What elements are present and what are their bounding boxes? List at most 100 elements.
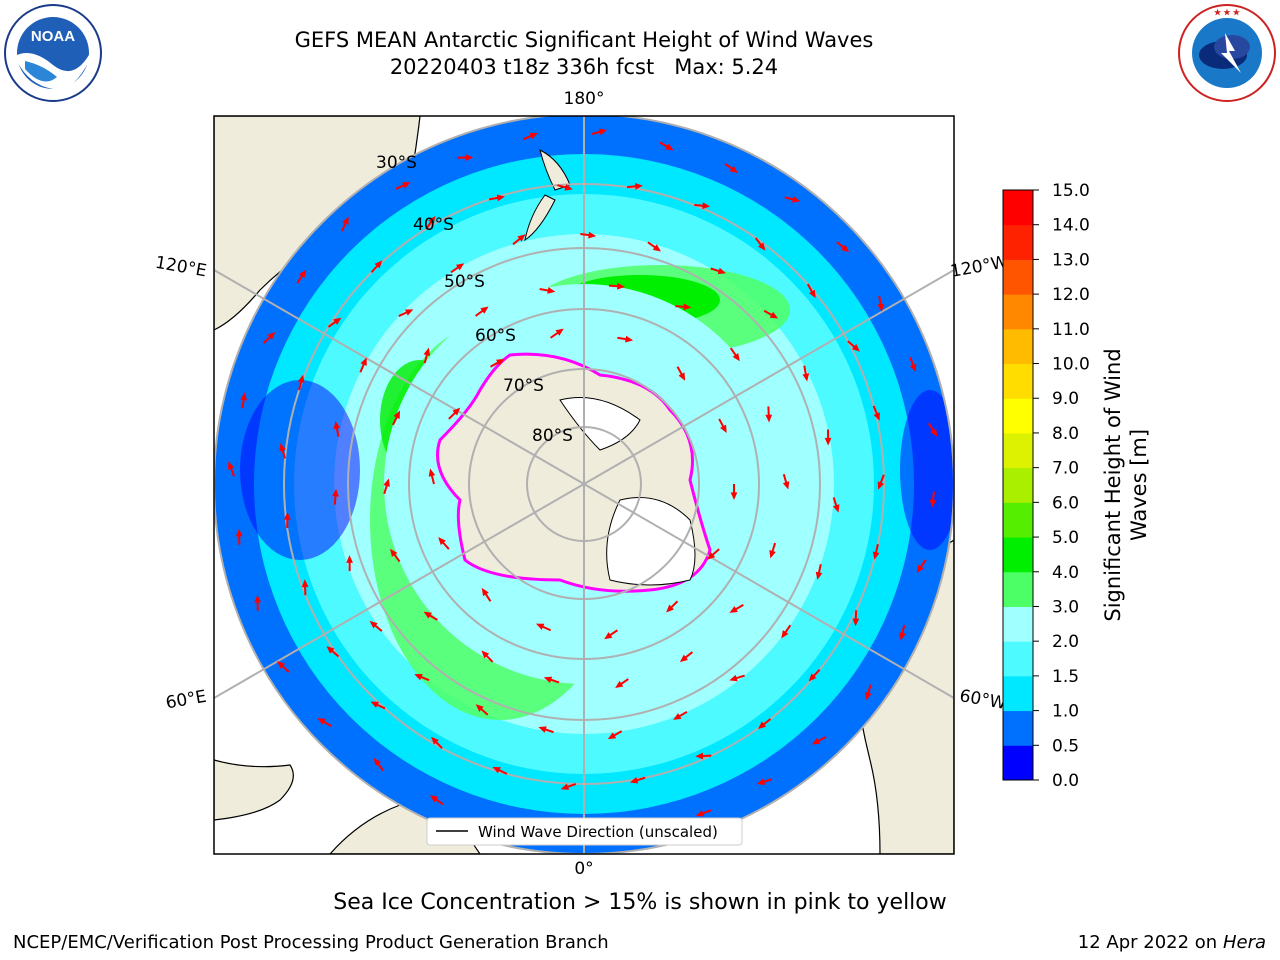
colorbar-swatch [1003, 190, 1033, 226]
wave-direction-arrowhead [729, 165, 738, 174]
colorbar-tick-label: 1.0 [1052, 702, 1079, 722]
wave-direction-arrowhead [732, 353, 740, 362]
wave-direction-arrowhead [279, 443, 286, 452]
wave-direction-arrowhead [332, 488, 339, 497]
colorbar-swatch [1003, 432, 1033, 469]
wave-direction-arrowhead [832, 504, 840, 513]
lon-label-60w: 60°W [958, 686, 1008, 714]
wave-direction-arrowhead [414, 673, 423, 681]
wave-direction-arrowhead [707, 552, 716, 560]
wave-direction-arrowhead [782, 481, 790, 490]
graticule [214, 116, 954, 854]
wave-direction-arrowhead [929, 499, 937, 508]
chart-title-line1: GEFS MEAN Antarctic Significant Height o… [294, 28, 874, 52]
wave-direction-arrowhead [683, 303, 692, 311]
colorbar-label: Significant Height of Wind Waves [m] [1101, 348, 1151, 621]
wave-direction-arrowhead [625, 335, 634, 343]
colorbar-swatch [1003, 259, 1033, 295]
map-legend: Wind Wave Direction (unscaled) [426, 817, 743, 846]
lon-label-120e: 120°E [154, 253, 208, 282]
wave-direction-arrowhead [543, 676, 553, 683]
wave-direction-arrowhead [717, 267, 727, 275]
wave-direction-arrowhead [373, 757, 381, 767]
wave-direction-arrowhead [529, 132, 538, 140]
legend-label: Wind Wave Direction (unscaled) [478, 823, 718, 841]
wave-direction-arrowhead [254, 594, 261, 603]
colorbar-tick-label: 2.0 [1052, 632, 1079, 652]
wave-direction-arrowhead [652, 244, 662, 252]
colorbar-swatch [1003, 745, 1033, 781]
wave-direction-arrowhead [301, 579, 309, 588]
wave-direction-arrowhead [480, 306, 489, 314]
wave-direction-arrowhead [475, 704, 484, 712]
wave-direction-arrowhead [865, 691, 872, 701]
noaa-logo: NOAA [4, 4, 102, 102]
wave-direction-arrowhead [598, 128, 608, 136]
wave-direction-arrowhead [227, 461, 235, 470]
wave-direction-arrowhead [393, 410, 401, 419]
wave-direction-arrowhead [298, 269, 306, 279]
wave-direction-arrowhead [360, 357, 367, 366]
wave-direction-arrowhead [758, 242, 766, 251]
sea-ice-caption: Sea Ice Concentration > 15% is shown in … [333, 890, 947, 915]
wave-direction-arrowhead [536, 623, 545, 630]
wave-direction-arrowhead [617, 282, 625, 290]
colorbar-tick-label: 14.0 [1052, 216, 1090, 236]
colorbar-tick-label: 1.5 [1052, 667, 1079, 687]
colorbar-tick-label: 7.0 [1052, 459, 1079, 479]
colorbar-swatch [1003, 467, 1033, 503]
wave-direction-arrowhead [517, 234, 526, 242]
wave-direction-arrowhead [333, 317, 342, 325]
colorbar-swatch [1003, 294, 1033, 330]
wave-direction-arrowhead [615, 680, 624, 688]
wave-direction-arrowhead [402, 182, 411, 189]
wave-direction-arrowhead [342, 216, 349, 225]
lat-label-70s: 70°S [503, 376, 544, 396]
wave-direction-arrowhead [404, 309, 414, 316]
colorbar-swatch [1003, 502, 1033, 538]
colorbar-swatch [1003, 710, 1033, 746]
map-frame [213, 115, 955, 855]
wave-direction-arrowhead [824, 437, 832, 446]
lon-label-180: 180° [564, 89, 605, 109]
wave-direction-arrowhead [666, 604, 674, 613]
wave-direction-arrowhead [877, 303, 884, 312]
wave-direction-arrowhead [267, 332, 276, 340]
wave-direction-arrowhead [695, 810, 705, 817]
wave-direction-arrowhead [695, 752, 704, 760]
wave-direction-arrowhead [277, 661, 286, 669]
wave-direction-arrowhead [930, 428, 938, 437]
wave-direction-arrowhead [346, 555, 353, 563]
wave-direction-arrowhead [547, 287, 556, 294]
wave-direction-arrowhead [851, 344, 860, 352]
wave-direction-arrowhead [333, 421, 341, 430]
wave-direction-arrowhead [429, 795, 439, 803]
africa-land [214, 759, 294, 821]
wave-direction-arrowhead [390, 548, 398, 557]
wave-direction-arrowhead [756, 778, 766, 785]
wave-direction-arrowhead [317, 717, 326, 725]
wave-direction-arrowhead [729, 606, 738, 613]
noaa-logo-text: NOAA [31, 28, 75, 45]
wave-direction-arrowhead [872, 551, 880, 560]
footer-date: 12 Apr 2022 on Hera [1077, 932, 1266, 953]
wave-direction-arrowhead [678, 372, 686, 381]
wave-direction-arrowhead [665, 143, 674, 151]
colorbar-tick-label: 9.0 [1052, 389, 1079, 409]
colorbar-swatch [1003, 606, 1033, 642]
colorbar-tick-label: 3.0 [1052, 597, 1079, 617]
wave-direction-arrowhead [564, 184, 573, 191]
colorbar: 0.0 0.5 1.0 1.5 2.0 3.0 4.0 5.0 6.0 7.0 8.0 9.0 10.0… [1002, 181, 1090, 791]
wave-direction-arrowhead [455, 263, 465, 271]
wave-direction-arrowhead [769, 311, 779, 319]
colorbar-swatch [1003, 641, 1033, 677]
wave-direction-arrowhead [673, 713, 682, 720]
wave-direction-arrowhead [560, 783, 570, 790]
colorbar-tick-label: 4.0 [1052, 563, 1079, 583]
wave-direction-arrowhead [496, 358, 505, 366]
wave-direction-arrowhead [852, 618, 860, 627]
nws-logo: ★ ★ ★ [1178, 4, 1276, 102]
wave-direction-arrowhead [815, 571, 823, 580]
wave-direction-arrowhead [720, 424, 727, 434]
wave-direction-arrowhead [370, 701, 379, 708]
